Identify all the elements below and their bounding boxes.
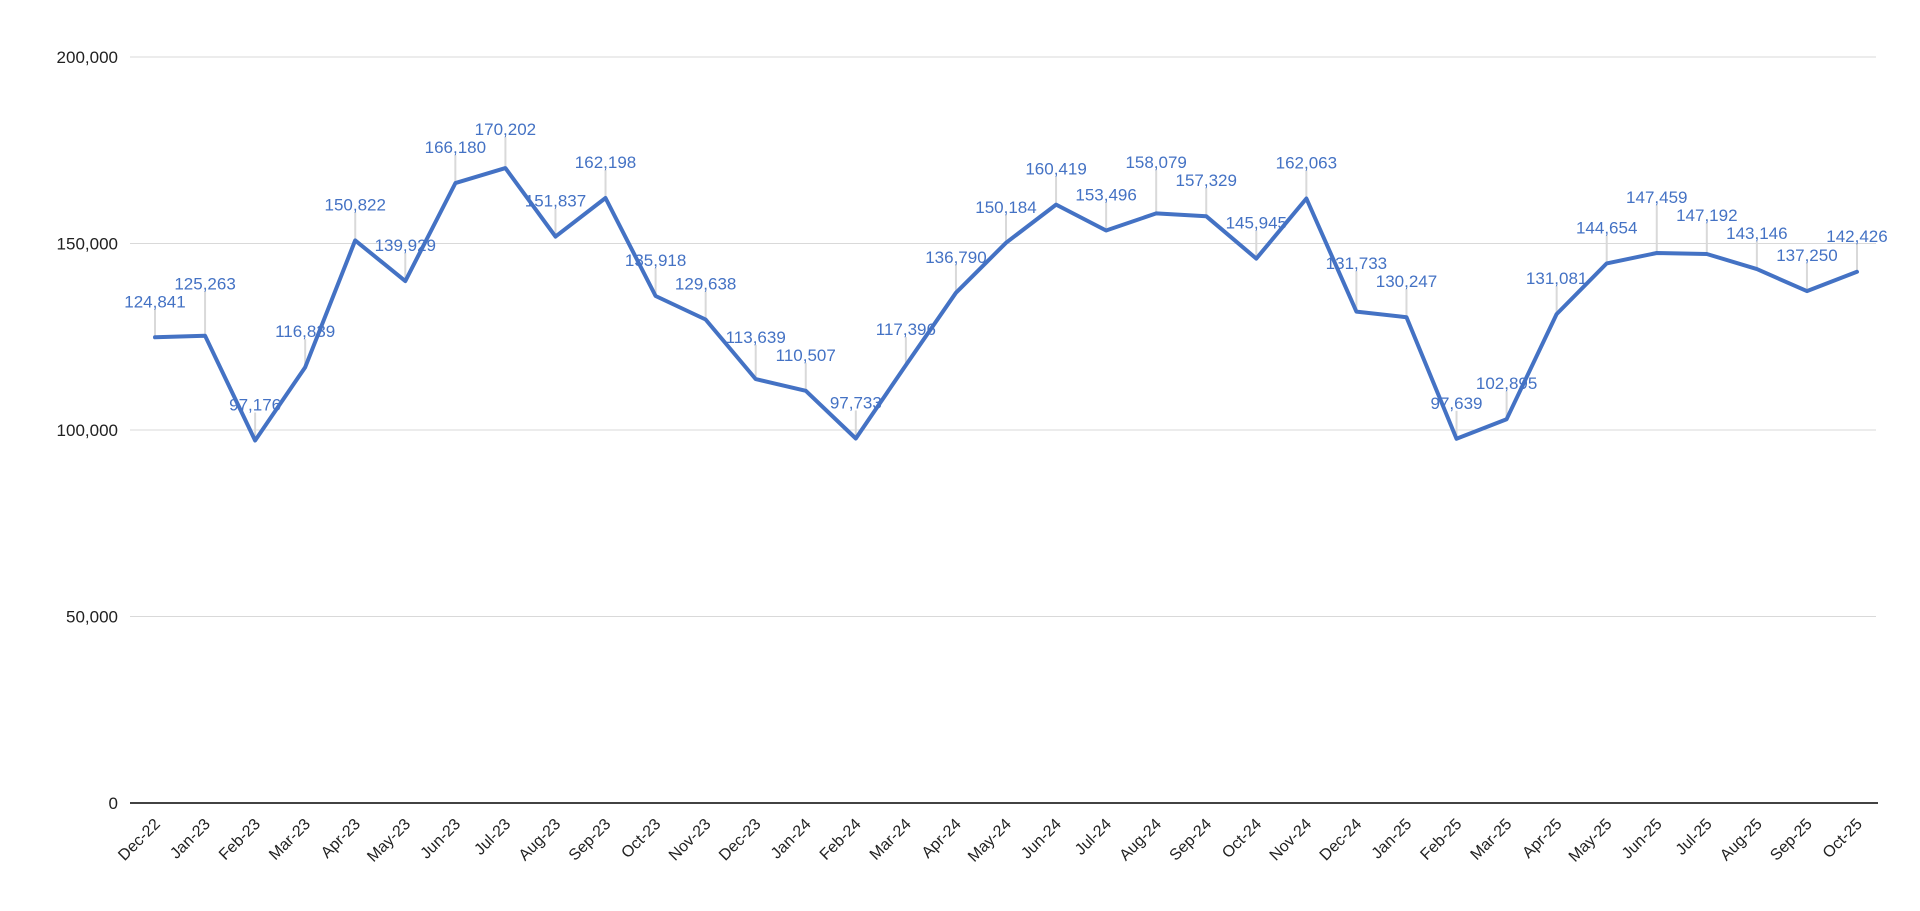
x-axis-label: Oct-25 <box>1820 816 1866 862</box>
data-point-label: 117,396 <box>876 320 936 339</box>
series-line <box>153 166 1859 443</box>
data-point-label: 166,180 <box>425 138 486 157</box>
x-axis-label: Apr-23 <box>318 816 364 862</box>
data-point-label: 124,841 <box>124 292 185 311</box>
data-point-label: 137,250 <box>1776 246 1837 265</box>
x-axis-label: Mar-24 <box>867 816 915 864</box>
x-axis-label: Sep-24 <box>1167 816 1216 865</box>
x-axis-label: Dec-24 <box>1317 816 1366 865</box>
data-point-label: 158,079 <box>1125 153 1186 172</box>
x-axis-label: Jun-24 <box>1018 816 1065 863</box>
y-axis-label: 50,000 <box>66 608 118 627</box>
x-axis-label: Jul-23 <box>471 816 514 859</box>
data-point-label: 97,733 <box>830 393 882 412</box>
x-axis-label: Jun-25 <box>1619 816 1666 863</box>
y-axis-label: 100,000 <box>57 421 118 440</box>
data-point-label: 97,639 <box>1431 394 1483 413</box>
x-axis-label: May-23 <box>364 816 414 866</box>
data-point-label: 153,496 <box>1075 185 1136 204</box>
data-point-label: 110,507 <box>776 346 836 365</box>
x-axis-label: Jan-24 <box>768 816 815 863</box>
data-point-label: 125,263 <box>174 274 235 293</box>
x-axis-label: May-24 <box>965 816 1015 866</box>
data-point-label: 113,639 <box>726 328 786 347</box>
data-point-label: 160,419 <box>1025 160 1086 179</box>
data-point-label: 144,654 <box>1576 218 1637 237</box>
x-axis-label: Aug-24 <box>1117 816 1166 865</box>
data-point-label: 131,081 <box>1526 269 1587 288</box>
x-axis-label: Feb-24 <box>817 816 865 864</box>
y-axis-label: 150,000 <box>57 235 118 254</box>
data-point-label: 150,184 <box>975 198 1036 217</box>
x-axis-label: Mar-23 <box>266 816 314 864</box>
x-axis-label: Jan-25 <box>1369 816 1416 863</box>
data-point-label: 151,837 <box>525 192 586 211</box>
x-axis-label: Sep-23 <box>566 816 615 865</box>
data-point-label: 150,822 <box>325 195 386 214</box>
x-axis-label: Feb-25 <box>1417 816 1465 864</box>
x-axis-label: Feb-23 <box>216 816 264 864</box>
data-point-label: 136,790 <box>925 248 986 267</box>
data-point-label: 143,146 <box>1726 224 1787 243</box>
data-point-label: 139,929 <box>375 236 436 255</box>
data-point-label: 130,247 <box>1376 272 1437 291</box>
data-point-label: 135,918 <box>625 251 686 270</box>
data-point-label: 97,176 <box>229 396 281 415</box>
data-point-label: 116,839 <box>275 322 335 341</box>
x-axis-label: Oct-24 <box>1219 816 1265 862</box>
data-point-label: 129,638 <box>675 274 736 293</box>
x-axis-label: Aug-25 <box>1717 816 1766 865</box>
data-point-label: 131,733 <box>1326 254 1387 273</box>
data-point-label: 157,329 <box>1176 171 1237 190</box>
x-axis-label: Aug-23 <box>516 816 565 865</box>
data-point-label: 145,945 <box>1226 214 1287 233</box>
x-axis-label: Oct-23 <box>618 816 664 862</box>
x-axis-label: Mar-25 <box>1468 816 1516 864</box>
x-axis-label: Jun-23 <box>418 816 465 863</box>
data-point-label: 162,198 <box>575 153 636 172</box>
x-axis-label: Apr-25 <box>1519 816 1565 862</box>
data-point-label: 147,192 <box>1676 206 1737 225</box>
x-axis-label: Dec-23 <box>716 816 765 865</box>
x-axis-label: Jan-23 <box>167 816 214 863</box>
x-axis-label: May-25 <box>1566 816 1616 866</box>
x-axis-label: Jul-24 <box>1072 816 1115 859</box>
y-axis-label: 0 <box>109 794 118 813</box>
x-axis-label: Nov-23 <box>666 816 715 865</box>
x-axis-label: Jul-25 <box>1673 816 1716 859</box>
data-point-label: 170,202 <box>475 120 536 139</box>
data-point-label: 142,426 <box>1826 227 1887 246</box>
y-axis-label: 200,000 <box>57 48 118 67</box>
x-axis-label: Sep-25 <box>1767 816 1816 865</box>
x-axis-label: Apr-24 <box>919 816 965 862</box>
data-point-label: 102,895 <box>1476 374 1537 393</box>
x-axis-label: Dec-22 <box>115 816 164 865</box>
x-axis-label: Nov-24 <box>1267 816 1316 865</box>
data-point-label: 162,063 <box>1276 154 1337 173</box>
data-point-label: 147,459 <box>1626 188 1687 207</box>
